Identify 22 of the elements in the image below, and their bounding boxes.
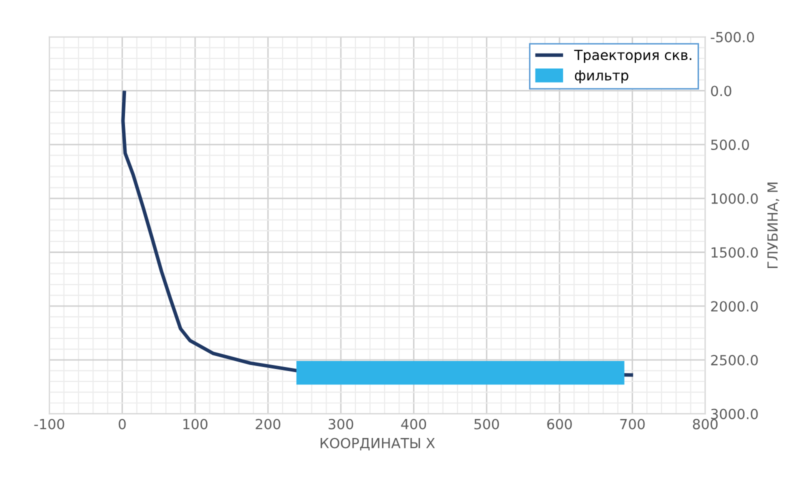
x-tick-label: 700: [620, 418, 645, 430]
y-tick-label: 1000.0: [712, 193, 758, 204]
y-tick-label: 1500.0: [712, 247, 758, 258]
y-tick-label: 2000.0: [711, 301, 758, 312]
y-tick-label: 3000.0: [711, 408, 758, 420]
x-tick-label: 400: [401, 418, 426, 430]
legend-label: Траектория скв.: [574, 50, 692, 63]
x-tick-label: -100: [34, 418, 64, 430]
x-tick-label: 800: [692, 418, 718, 430]
legend-label: фильтр: [574, 70, 628, 84]
x-tick-label: 600: [547, 418, 572, 430]
y-tick-label: 0.0: [711, 86, 732, 96]
x-tick-label: 500: [474, 418, 499, 430]
x-tick-label: 200: [256, 418, 280, 430]
x-tick-label: 300: [328, 418, 354, 430]
x-axis-title: КООРДИНАТЫ Х: [320, 438, 435, 450]
x-tick-label: 100: [183, 418, 208, 430]
y-tick-label: 2500.0: [711, 354, 758, 366]
x-tick-label: 0: [118, 418, 126, 430]
y-tick-label: -500.0: [710, 32, 754, 42]
y-axis-title: ГЛУБИНА, М: [767, 182, 780, 268]
y-tick-label: 500.0: [711, 140, 749, 150]
